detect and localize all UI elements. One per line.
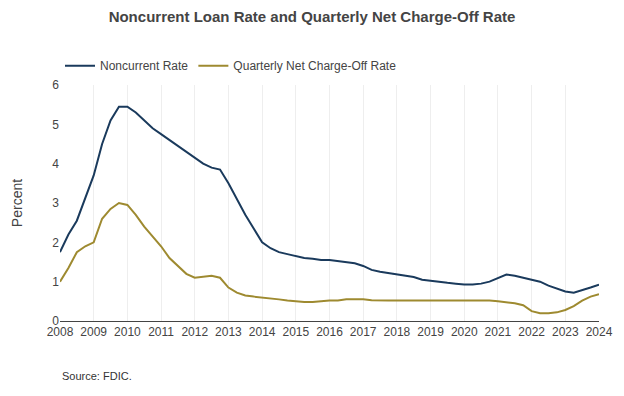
svg-text:2019: 2019 <box>417 325 444 339</box>
svg-text:2009: 2009 <box>80 325 107 339</box>
svg-text:2014: 2014 <box>249 325 276 339</box>
svg-text:2: 2 <box>52 236 59 250</box>
svg-text:2024: 2024 <box>586 325 613 339</box>
svg-text:Noncurrent Loan Rate and Quart: Noncurrent Loan Rate and Quarterly Net C… <box>109 8 516 25</box>
svg-text:2023: 2023 <box>552 325 579 339</box>
svg-text:3: 3 <box>52 196 59 210</box>
svg-text:2017: 2017 <box>350 325 377 339</box>
svg-text:1: 1 <box>52 275 59 289</box>
svg-text:2010: 2010 <box>114 325 141 339</box>
svg-text:2018: 2018 <box>384 325 411 339</box>
svg-text:2015: 2015 <box>282 325 309 339</box>
svg-text:0: 0 <box>52 314 59 328</box>
svg-text:2013: 2013 <box>215 325 242 339</box>
svg-text:2016: 2016 <box>316 325 343 339</box>
svg-text:Noncurrent Rate: Noncurrent Rate <box>100 59 188 73</box>
svg-text:Quarterly Net Charge-Off Rate: Quarterly Net Charge-Off Rate <box>233 59 396 73</box>
svg-text:6: 6 <box>52 78 59 92</box>
svg-text:2022: 2022 <box>518 325 545 339</box>
svg-text:Source: FDIC.: Source: FDIC. <box>62 370 132 382</box>
svg-text:2011: 2011 <box>148 325 174 339</box>
svg-text:5: 5 <box>52 118 59 132</box>
svg-text:2020: 2020 <box>451 325 478 339</box>
svg-text:2012: 2012 <box>181 325 208 339</box>
svg-text:Percent: Percent <box>9 179 25 227</box>
svg-text:2021: 2021 <box>485 325 512 339</box>
svg-text:2008: 2008 <box>47 325 74 339</box>
svg-text:4: 4 <box>52 157 59 171</box>
